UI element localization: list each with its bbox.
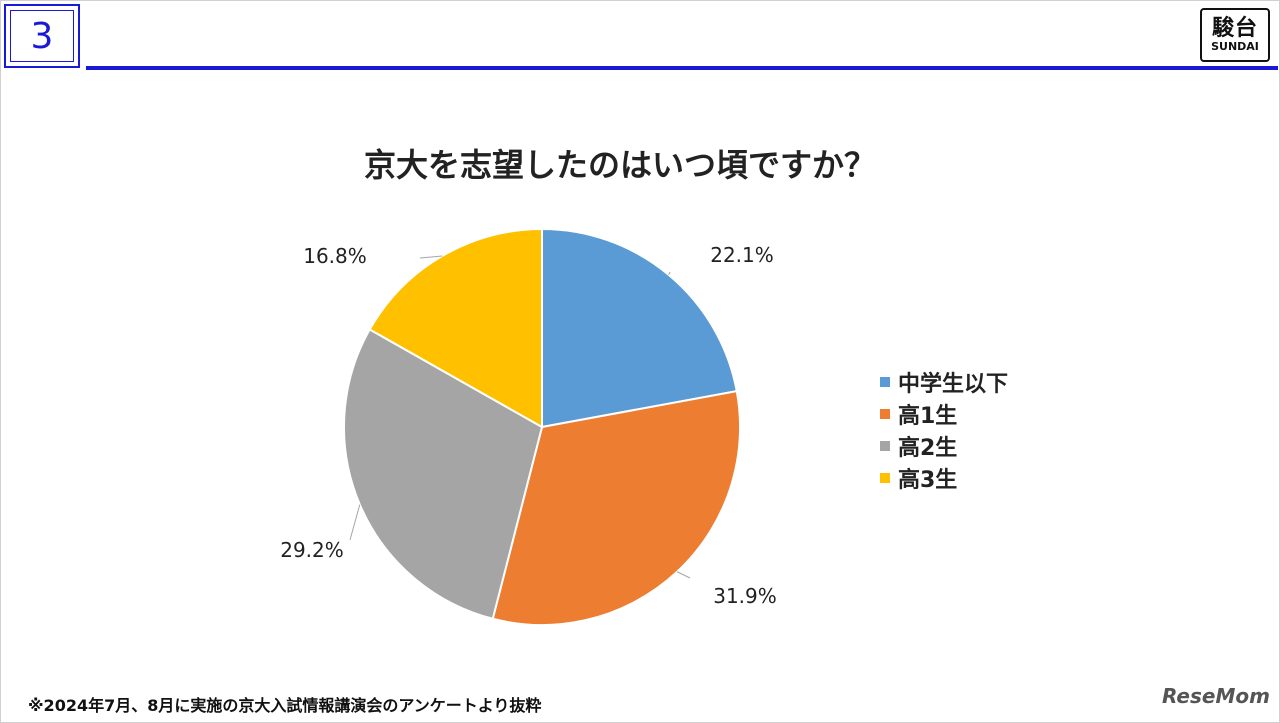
legend-label-3: 高2生 [898, 436, 958, 461]
pie-slice-4 [368, 227, 543, 429]
legend-label-4: 高3生 [898, 468, 958, 493]
footnote: ※2024年7月、8月に実施の京大入試情報講演会のアンケートより抜粋 [28, 696, 542, 715]
pie-slices [343, 227, 741, 626]
chart-legend: 中学生以下高1生高2生高3生 [880, 366, 1008, 494]
leader-line-4 [419, 255, 443, 259]
watermark-logo: ReseMom [1162, 684, 1270, 708]
data-label-2: 31.9% [713, 584, 777, 608]
data-label-3: 29.2% [280, 538, 344, 562]
chart-title: 京大を志望したのはいつ頃ですか？ [363, 146, 876, 184]
leader-line-2 [676, 571, 691, 579]
legend-swatch-3 [880, 441, 890, 451]
legend-label-2: 高1生 [898, 404, 958, 429]
legend-swatch-4 [880, 473, 890, 483]
legend-item-3: 高2生 [880, 430, 1008, 462]
data-label-1: 22.1% [710, 243, 774, 267]
legend-item-1: 中学生以下 [880, 366, 1008, 398]
legend-swatch-2 [880, 409, 890, 419]
legend-swatch-1 [880, 377, 890, 387]
logo-latin: SUNDAI [1211, 40, 1259, 53]
legend-item-4: 高3生 [880, 462, 1008, 494]
logo-kanji: 駿台 [1211, 16, 1258, 41]
sundai-logo: 駿台 SUNDAI [1200, 8, 1270, 62]
leader-line-1 [668, 271, 671, 276]
header-rule [86, 66, 1278, 70]
pie-data-labels: 22.1% 31.9% 29.2% 16.8% [280, 243, 777, 608]
pie-slice-3 [343, 328, 544, 620]
leader-line-3 [349, 504, 361, 541]
legend-item-2: 高1生 [880, 398, 1008, 430]
pie-slice-2 [491, 389, 741, 626]
slide-number-box: 3 [4, 4, 80, 68]
legend-label-1: 中学生以下 [898, 372, 1009, 397]
data-label-4: 16.8% [303, 244, 367, 268]
pie-leader-lines [349, 255, 691, 579]
